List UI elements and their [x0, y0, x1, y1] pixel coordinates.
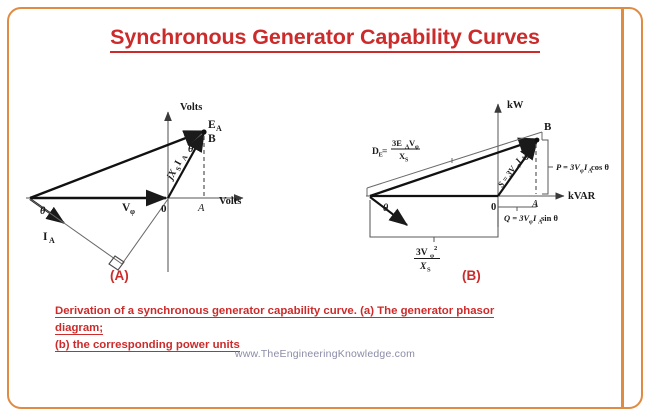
figure-a-point-b-dot — [201, 129, 207, 135]
page-title-text: Synchronous Generator Capability Curves — [110, 25, 540, 53]
figure-b-de-guide-line — [366, 131, 543, 189]
right-accent-rule — [621, 8, 624, 408]
figure-b-label-de-denominator: X — [399, 151, 406, 161]
figure-b-label-de: D E = 3E A V φ X S — [372, 138, 420, 164]
figure-b-label-p-tail: cos θ — [591, 162, 609, 172]
figure-b-x-axis-label: kVAR — [568, 191, 596, 202]
figure-b-point-a-label: A — [531, 199, 539, 210]
figure-b-point-b-label: B — [544, 121, 552, 133]
figure-b-label-q-tail: sin θ — [541, 213, 559, 223]
figure-b-label-p-main: P = 3V — [556, 162, 581, 172]
figure-caption-line-1: Derivation of a synchronous generator ca… — [55, 303, 495, 337]
figure-b-label-de-denominator-sub: S — [405, 158, 409, 164]
figure-b-brace-numerator: 3V — [416, 248, 428, 258]
figure-a-label-ea: E A — [208, 119, 222, 133]
figure-caption: Derivation of a synchronous generator ca… — [55, 303, 495, 354]
figure-a-point-a-label: A — [197, 203, 205, 214]
figure-b-q-bracket — [497, 202, 537, 208]
figure-a-label-vphi-main: V — [122, 202, 131, 214]
figure-b-panel-label: (B) — [462, 268, 481, 283]
figure-a-angle-theta-right: θ — [188, 144, 194, 155]
figure-b-label-de-numerator-sub1: A — [405, 145, 410, 151]
figure-b-label-q-main: Q = 3V — [504, 213, 530, 223]
figure-b-brace-denominator-sub: S — [427, 267, 431, 274]
figure-b-angle-theta-left: θ — [383, 203, 389, 214]
figure-b-y-axis-label: kW — [507, 100, 524, 111]
figure-b-label-p-mid-sub: A — [588, 169, 593, 175]
figure-b-vector-s — [497, 139, 538, 197]
figure-a-y-axis-label: Volts — [180, 102, 202, 113]
figure-a-vector-jxsia — [167, 131, 205, 199]
figure-b-label-p-mid: I — [583, 162, 588, 172]
footer-url[interactable]: www.TheEngineeringKnowledge.com — [234, 348, 416, 360]
figure-b-label-de-equals: = — [382, 147, 387, 157]
figure-b-label-de-main: D — [372, 147, 379, 157]
figure-a-label-ia-main: I — [43, 231, 48, 243]
figure-b-brace-denominator: X — [419, 262, 427, 272]
figure-b-label-s-tail: I — [513, 156, 524, 166]
figure-b-origin-label: 0 — [491, 202, 496, 213]
figure-b-label-de-sub: E — [379, 152, 383, 159]
figure-b-brace-numerator-sub: φ — [430, 253, 434, 260]
figure-a-vector-ea — [29, 129, 206, 200]
figure-b-brace-numerator-exp: 2 — [434, 245, 437, 252]
figure-a-origin-label: 0 — [161, 203, 167, 215]
figure-a-label-jxsia-tail-sub: A — [180, 154, 189, 162]
figure-b-vector-de — [369, 137, 540, 198]
figure-b-label-q: Q = 3V φ I A sin θ — [504, 213, 559, 226]
figure-a-phasor-diagram: Volts Volts 0 A B E A V φ I A jX — [18, 92, 308, 282]
figure-a-x-axis-label: Volts — [219, 196, 241, 207]
figure-caption-line-2-text: (b) the corresponding power units — [55, 339, 240, 352]
figure-a-label-vphi-sub: φ — [130, 207, 135, 216]
figure-a-label-ea-sub: A — [216, 124, 222, 133]
figure-b-label-de-numerator-sub2: φ — [415, 145, 419, 151]
figure-b-power-diagram: kW kVAR 0 A B D E = 3E A V φ X S S = 3V … — [352, 92, 620, 287]
figure-b-label-s-tail-sub: A — [521, 154, 529, 162]
figure-a-construction-line-left — [29, 198, 123, 265]
figure-b-label-p-sub: φ — [580, 169, 584, 175]
page-title: Synchronous Generator Capability Curves — [0, 25, 650, 53]
figure-caption-line-2: (b) the corresponding power units — [55, 337, 495, 354]
figure-b-bottom-brace — [369, 200, 499, 238]
figure-b-label-s-sub: φ — [516, 163, 523, 170]
figure-b-angle-theta-right: θ — [524, 152, 530, 163]
figure-b-label-q-mid-sub: A — [538, 220, 543, 226]
figure-b-label-p: P = 3V φ I A cos θ — [556, 162, 609, 175]
figure-a-label-jxsia-sub: S — [174, 165, 183, 172]
figure-a-svg: Volts Volts 0 A B E A V φ I A jX — [26, 102, 244, 272]
figure-a-right-angle-marker — [108, 255, 125, 271]
figure-b-label-de-numerator: 3E — [392, 138, 402, 148]
figure-a-construction-line-right — [121, 198, 169, 265]
figure-b-label-q-sub: φ — [529, 220, 533, 226]
figure-a-label-ia-sub: A — [49, 236, 55, 245]
figure-b-p-bracket — [542, 139, 549, 195]
figure-b-label-q-mid: I — [532, 213, 537, 223]
figure-b-svg: kW kVAR 0 A B D E = 3E A V φ X S S = 3V … — [366, 100, 609, 274]
figure-a-panel-label: (A) — [110, 268, 129, 283]
figure-a-label-vphi: V φ — [122, 202, 135, 216]
figure-b-point-b-dot — [534, 137, 540, 143]
figure-a-label-ea-main: E — [208, 119, 216, 131]
figure-b-label-brace-formula: 3V φ 2 X S — [414, 245, 440, 274]
figure-a-point-b-label: B — [208, 133, 216, 145]
figure-a-label-jxsia-tail: I — [173, 159, 185, 168]
figure-caption-line-1-text: Derivation of a synchronous generator ca… — [55, 305, 495, 335]
figure-b-vector-current — [369, 196, 409, 226]
figure-b-label-de-numerator-v: V — [409, 138, 416, 148]
figure-a-label-ia: I A — [43, 231, 55, 245]
figure-a-angle-theta-left: θ — [40, 206, 46, 217]
